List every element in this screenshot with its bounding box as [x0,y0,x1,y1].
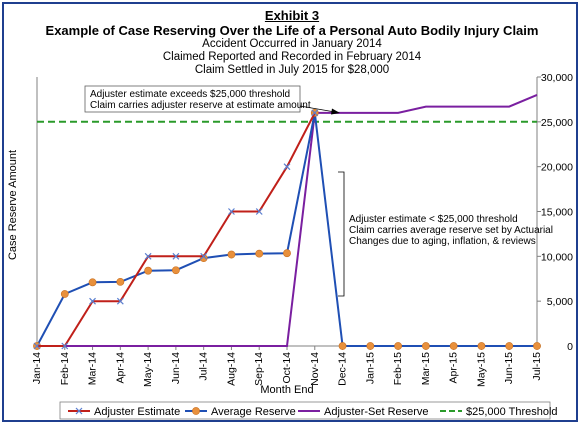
series-line [37,93,538,347]
x-tick-label: Nov-14 [309,352,321,386]
data-point-x [33,342,41,350]
y-tick-label: 0 [567,341,573,353]
x-tick-label: Oct-14 [281,352,293,384]
subtitle-reported: Claimed Reported and Recorded in Februar… [162,51,422,63]
data-point-x [89,297,96,305]
legend: Adjuster Estimate Average Reserve Adjuster… [59,401,558,420]
data-point-x [283,163,291,171]
annotation-text: Changes due to aging, inflation, & revie… [349,236,536,247]
x-stroke [61,342,69,350]
annotation-arrowhead [331,108,340,115]
x-stroke [228,208,235,215]
data-point-x [228,208,235,215]
data-point-x [144,252,152,260]
x-stroke [144,252,152,260]
x-tick-label: Jul-15 [531,352,543,381]
y-tick-label: 20,000 [541,162,573,174]
x-tick-label: Jan-14 [31,352,43,384]
annotation-box [84,85,301,113]
x-tick-label: Aug-14 [225,352,237,386]
data-point-circle [144,266,153,275]
average-reserve-series [33,108,541,350]
data-point-circle [421,342,430,350]
x-tick-label: Jun-15 [503,352,515,384]
annotation-text: Claim carries average reserve set by Act… [349,225,553,236]
data-point-circle [255,249,264,258]
x-stroke [89,297,96,305]
data-point-x [172,252,180,260]
data-point-circle [505,342,514,350]
data-point-circle [88,278,97,287]
data-point-circle [171,266,180,275]
x-tick-label: Mar-15 [420,352,432,385]
data-point-circle [449,342,458,350]
legend-marker [192,407,200,415]
data-point-circle [283,249,291,258]
x-tick-label: May-15 [475,352,487,387]
x-tick-label: May-14 [142,352,154,387]
x-tick-label: Apr-14 [114,352,126,384]
data-point-circle [227,250,236,259]
exhibit-label: Exhibit 3 [264,8,320,23]
x-tick-label: Mar-14 [87,352,99,385]
x-tick-label: Sep-14 [253,352,265,386]
legend-label: $25,000 Threshold [466,406,558,418]
y-axis-label: Case Reserve Amount [7,150,19,260]
data-point-x [311,109,319,117]
annotation-arrow [299,105,336,113]
data-point-x [255,208,263,215]
x-stroke [116,297,124,305]
x-stroke [200,252,208,260]
x-stroke [172,252,180,260]
annotation-text: Adjuster estimate < $25,000 threshold [349,214,518,225]
annotation-text: Adjuster estimate exceeds $25,000 thresh… [90,89,290,100]
legend-label: Adjuster-Set Reserve [324,406,429,418]
data-point-circle [394,342,403,350]
y-tick-label: 25,000 [541,117,573,129]
x-stroke [283,163,291,171]
legend-marker [75,407,83,415]
x-tick-label: Feb-14 [59,352,71,385]
legend-label: Adjuster Estimate [94,406,180,418]
series-line [37,112,316,347]
legend-label: Average Reserve [211,406,296,418]
x-tick-label: Jan-15 [364,352,376,384]
x-stroke [311,109,319,117]
annotation-text: Claim carries adjuster reserve at estima… [90,100,311,111]
x-tick-label: Apr-15 [448,352,460,384]
data-point-x [200,252,208,260]
chart-frame [2,2,578,422]
y-tick-label: 10,000 [541,251,573,263]
annotation-bracket [338,171,345,297]
data-point-circle [60,290,69,298]
data-point-circle [116,277,125,286]
adjuster-estimate-series [33,109,319,350]
x-stroke [255,208,263,215]
subtitle-settled: Claim Settled in July 2015 for $28,000 [194,64,390,76]
x-tick-label: Feb-15 [392,352,404,385]
x-tick-label: Dec-14 [337,352,349,386]
data-point-circle [366,342,375,350]
data-point-x [61,342,69,350]
y-tick-label: 15,000 [541,207,573,219]
x-tick-label: Jul-14 [198,352,210,381]
data-point-circle [338,342,347,350]
subtitle-accident: Accident Occurred in January 2014 [202,38,382,50]
x-axis-label: Month End [260,384,313,396]
adjuster-set-reserve-series [37,93,538,347]
x-tick-label: Jun-14 [170,352,182,384]
data-point-circle [477,342,486,350]
x-stroke [33,342,41,350]
data-point-x [116,297,124,305]
y-tick-label: 30,000 [541,72,573,84]
y-tick-label: 5,000 [547,296,573,308]
chart-title: Example of Case Reserving Over the Life … [45,23,539,38]
data-point-circle [533,342,541,350]
annotations: Adjuster estimate exceeds $25,000 thresh… [84,85,553,297]
